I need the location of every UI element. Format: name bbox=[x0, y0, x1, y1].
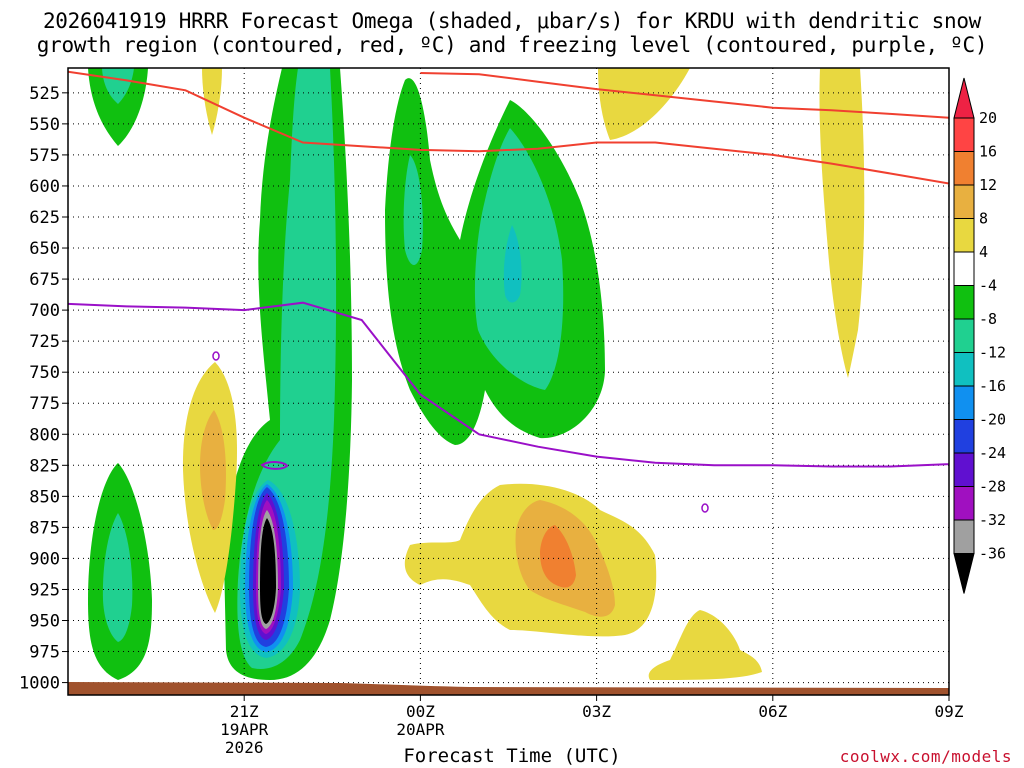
colorbar-swatch-12 bbox=[953, 486, 975, 521]
x-tick-date-21Z: 19APR bbox=[220, 720, 269, 739]
plot-frame bbox=[67, 67, 950, 696]
y-tick-label-775: 775 bbox=[29, 394, 60, 414]
colorbar-label-3: 8 bbox=[979, 210, 988, 228]
y-tick-label-525: 525 bbox=[29, 84, 60, 104]
colorbar-swatch-4 bbox=[953, 218, 975, 253]
y-tick-label-625: 625 bbox=[29, 208, 60, 228]
freezing-label-oval-a bbox=[212, 351, 220, 361]
colorbar-label-6: -8 bbox=[979, 310, 997, 328]
y-tick-label-800: 800 bbox=[29, 425, 60, 445]
colorbar-label-7: -12 bbox=[979, 344, 1006, 362]
colorbar-label-9: -20 bbox=[979, 411, 1006, 429]
x-tick-year-21Z: 2026 bbox=[225, 738, 264, 757]
colorbar: 20 16 12 8 4 -4 -8 -12 -16 -20 -24 -28 -32 -36 bbox=[953, 77, 1006, 594]
omega-shade-minus4-left-top bbox=[88, 68, 148, 146]
y-tick-label-700: 700 bbox=[29, 301, 60, 321]
colorbar-swatch-6 bbox=[953, 285, 975, 320]
colorbar-label-2: 12 bbox=[979, 176, 997, 194]
colorbar-label-12: -32 bbox=[979, 511, 1006, 529]
omega-shade-plus4-right-top bbox=[819, 68, 865, 378]
omega-shade-minus12-lobe bbox=[503, 225, 522, 303]
colorbar-swatch-3 bbox=[953, 184, 975, 219]
colorbar-swatch-bottom-arrow bbox=[953, 553, 975, 594]
dgz-upper-contour-line bbox=[68, 70, 949, 185]
colorbar-swatch-11 bbox=[953, 452, 975, 487]
x-tick-label-21Z: 21Z bbox=[230, 702, 259, 721]
y-tick-label-975: 975 bbox=[29, 643, 60, 663]
y-tick-label-725: 725 bbox=[29, 332, 60, 352]
chart-title-line2: growth region (contoured, red, ºC) and f… bbox=[36, 33, 988, 57]
colorbar-swatch-9 bbox=[953, 385, 975, 420]
omega-shade-plus4-top-a bbox=[202, 68, 222, 135]
omega-shade-plus12-subsidence bbox=[540, 525, 576, 588]
freezing-closed-contour bbox=[260, 461, 289, 470]
colorbar-swatch-5 bbox=[953, 251, 975, 286]
colorbar-swatch-10 bbox=[953, 419, 975, 454]
colorbar-label-8: -16 bbox=[979, 377, 1006, 395]
y-tick-label-1000: 1000 bbox=[19, 674, 60, 694]
y-tick-label-575: 575 bbox=[29, 146, 60, 166]
y-tick-label-600: 600 bbox=[29, 177, 60, 197]
colorbar-label-0: 20 bbox=[979, 109, 997, 127]
y-tick-label-950: 950 bbox=[29, 612, 60, 632]
omega-shade-plus4-right-low bbox=[648, 610, 762, 680]
y-axis: 525 550 575 600 625 650 675 700 725 750 775 800 825 8… bbox=[19, 84, 68, 694]
y-tick-label-650: 650 bbox=[29, 239, 60, 259]
plot-area bbox=[88, 68, 865, 680]
omega-shade-minus8-left-low bbox=[102, 513, 133, 642]
x-tick-label-00Z: 00Z bbox=[406, 702, 435, 721]
omega-shade-plus4-top-b bbox=[598, 68, 690, 140]
omega-shade-minus36-core bbox=[260, 518, 276, 624]
x-axis-label: Forecast Time (UTC) bbox=[403, 745, 621, 767]
dotted-grid bbox=[68, 68, 949, 695]
omega-shade-plus8-left bbox=[200, 410, 226, 530]
dgz-lower-contour-line bbox=[420, 72, 949, 119]
colorbar-label-5: -4 bbox=[979, 277, 997, 295]
freezing-level-contour-line bbox=[68, 301, 949, 468]
y-tick-label-825: 825 bbox=[29, 456, 60, 476]
y-tick-label-875: 875 bbox=[29, 518, 60, 538]
colorbar-swatch-7 bbox=[953, 318, 975, 353]
freezing-label-oval-b bbox=[701, 503, 709, 513]
y-tick-label-550: 550 bbox=[29, 115, 60, 135]
y-tick-label-900: 900 bbox=[29, 549, 60, 569]
colorbar-label-4: 4 bbox=[979, 243, 988, 261]
colorbar-swatch-1 bbox=[953, 117, 975, 152]
colorbar-swatch-2 bbox=[953, 151, 975, 186]
credit-text: coolwx.com/models bbox=[839, 747, 1012, 766]
colorbar-label-1: 16 bbox=[979, 143, 997, 161]
x-tick-label-06Z: 06Z bbox=[758, 702, 787, 721]
colorbar-label-13: -36 bbox=[979, 545, 1006, 563]
colorbar-swatch-13 bbox=[953, 519, 975, 554]
x-tick-label-09Z: 09Z bbox=[935, 702, 964, 721]
x-tick-label-03Z: 03Z bbox=[582, 702, 611, 721]
colorbar-swatch-top-arrow bbox=[953, 77, 975, 119]
colorbar-swatch-8 bbox=[953, 352, 975, 387]
omega-shade-minus8-lobe-a bbox=[403, 155, 423, 265]
colorbar-label-11: -28 bbox=[979, 478, 1006, 496]
y-tick-label-925: 925 bbox=[29, 580, 60, 600]
chart-title-line1: 2026041919 HRRR Forecast Omega (shaded, … bbox=[42, 9, 982, 33]
y-tick-label-750: 750 bbox=[29, 363, 60, 383]
x-tick-date-00Z: 20APR bbox=[396, 720, 445, 739]
colorbar-label-10: -24 bbox=[979, 444, 1006, 462]
y-tick-label-675: 675 bbox=[29, 270, 60, 290]
terrain-ground bbox=[68, 682, 949, 695]
y-tick-label-850: 850 bbox=[29, 487, 60, 507]
